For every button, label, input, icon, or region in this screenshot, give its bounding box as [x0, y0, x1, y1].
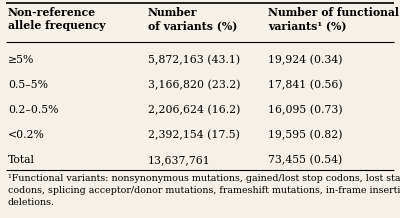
Text: Number of functional
variants¹ (%): Number of functional variants¹ (%) — [268, 7, 399, 31]
Text: 13,637,761: 13,637,761 — [148, 155, 211, 165]
Text: Non-reference
allele frequency: Non-reference allele frequency — [8, 7, 106, 31]
Text: ≥5%: ≥5% — [8, 55, 34, 65]
Text: 19,595 (0.82): 19,595 (0.82) — [268, 130, 342, 140]
Text: <0.2%: <0.2% — [8, 130, 45, 140]
Text: 0.5–5%: 0.5–5% — [8, 80, 48, 90]
Text: 17,841 (0.56): 17,841 (0.56) — [268, 80, 343, 90]
Text: 5,872,163 (43.1): 5,872,163 (43.1) — [148, 55, 240, 65]
Text: 0.2–0.5%: 0.2–0.5% — [8, 105, 58, 115]
Text: 19,924 (0.34): 19,924 (0.34) — [268, 55, 342, 65]
Text: ¹Functional variants: nonsynonymous mutations, gained/lost stop codons, lost sta: ¹Functional variants: nonsynonymous muta… — [8, 174, 400, 207]
Text: 2,392,154 (17.5): 2,392,154 (17.5) — [148, 130, 240, 140]
Text: 3,166,820 (23.2): 3,166,820 (23.2) — [148, 80, 240, 90]
Text: Number
of variants (%): Number of variants (%) — [148, 7, 237, 31]
Text: 2,206,624 (16.2): 2,206,624 (16.2) — [148, 105, 240, 115]
Text: Total: Total — [8, 155, 35, 165]
Text: 16,095 (0.73): 16,095 (0.73) — [268, 105, 343, 115]
Text: 73,455 (0.54): 73,455 (0.54) — [268, 155, 342, 165]
